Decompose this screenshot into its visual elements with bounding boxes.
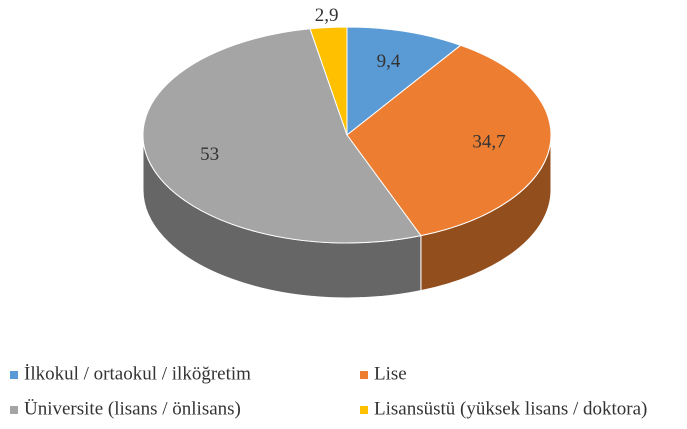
legend-label: Lisansüstü (yüksek lisans / doktora) [374, 398, 647, 419]
data-label: 34,7 [472, 132, 505, 153]
data-label: 9,4 [377, 51, 401, 72]
legend-swatch [360, 371, 368, 379]
legend-swatch [10, 406, 18, 414]
legend-label: Üniversite (lisans / önlisans) [24, 398, 241, 419]
legend-swatch [360, 406, 368, 414]
slice [346, 26, 462, 137]
slice [142, 28, 422, 244]
data-label: 53 [200, 144, 219, 165]
slice [346, 44, 552, 237]
legend-label: İlkokul / ortaokul / ilköğretim [24, 363, 251, 384]
slice [309, 26, 348, 136]
data-label: 2,9 [315, 5, 339, 26]
legend-swatch [10, 371, 18, 379]
legend-label: Lise [374, 363, 407, 384]
